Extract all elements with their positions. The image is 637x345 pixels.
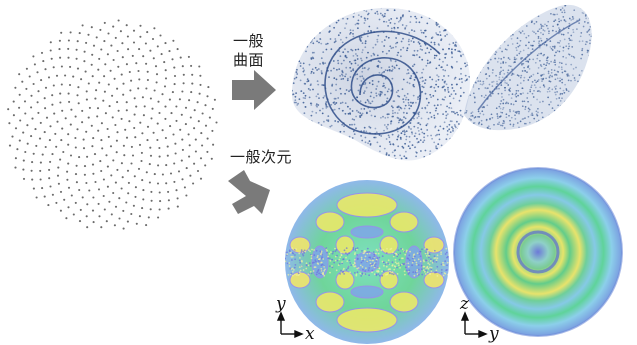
axis-label-y-left: y xyxy=(276,294,286,314)
field-disk-zy xyxy=(453,167,623,337)
label-general-line1: 一般 xyxy=(233,32,265,50)
arrow-right-icon xyxy=(232,70,276,110)
axis-label-z-right: z xyxy=(460,294,469,314)
axis-arrows-xy-icon xyxy=(276,311,304,339)
axis-label-y-right: y xyxy=(489,324,499,344)
point-cloud-disk xyxy=(7,19,218,230)
leaf-surface-points xyxy=(464,4,592,131)
label-general-dimension: 一般次元 xyxy=(230,148,293,166)
axis-arrows-zy-icon xyxy=(460,311,488,339)
field-disk-xy xyxy=(285,180,449,344)
label-general-line2: 曲面 xyxy=(233,51,265,69)
axis-label-x-left: x xyxy=(305,324,315,344)
arrow-down-right-icon xyxy=(228,170,270,214)
shell-surface-points xyxy=(292,7,470,161)
